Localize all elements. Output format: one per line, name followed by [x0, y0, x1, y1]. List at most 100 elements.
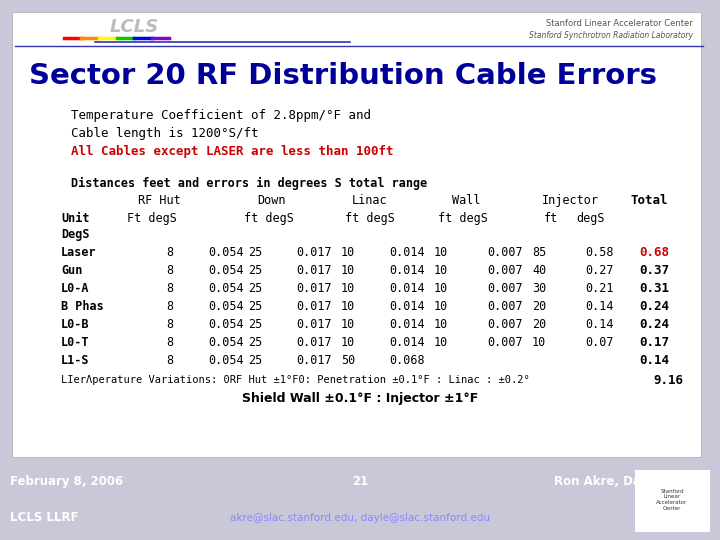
Text: 8: 8 — [166, 336, 174, 349]
Text: 0.014: 0.014 — [390, 318, 425, 331]
Text: 10: 10 — [434, 318, 448, 331]
Text: 9.16: 9.16 — [654, 374, 683, 387]
Text: 8: 8 — [166, 246, 174, 259]
Text: 0.68: 0.68 — [639, 246, 669, 259]
Text: 8: 8 — [166, 354, 174, 367]
Text: Ft degS: Ft degS — [127, 212, 177, 225]
Text: RF Hut: RF Hut — [138, 194, 181, 207]
Text: 0.21: 0.21 — [585, 282, 614, 295]
Text: 50: 50 — [341, 354, 355, 367]
Text: 10: 10 — [341, 282, 355, 295]
Text: 21: 21 — [352, 475, 368, 488]
Text: Temperature Coefficient of 2.8ppm/°F and: Temperature Coefficient of 2.8ppm/°F and — [71, 109, 371, 122]
Text: DegS: DegS — [61, 227, 89, 240]
Text: 30: 30 — [532, 282, 546, 295]
Text: 8: 8 — [166, 318, 174, 331]
Text: B Phas: B Phas — [61, 300, 104, 313]
Text: 0.27: 0.27 — [585, 264, 614, 276]
Text: 0.017: 0.017 — [297, 354, 332, 367]
Text: L0-T: L0-T — [61, 336, 89, 349]
Text: 0.054: 0.054 — [208, 318, 244, 331]
Text: 0.054: 0.054 — [208, 336, 244, 349]
Text: 0.054: 0.054 — [208, 264, 244, 276]
Text: Shield Wall ±0.1°F : Injector ±1°F: Shield Wall ±0.1°F : Injector ±1°F — [242, 392, 478, 405]
Text: 0.054: 0.054 — [208, 282, 244, 295]
Text: ft degS: ft degS — [345, 212, 395, 225]
Text: 0.017: 0.017 — [297, 300, 332, 313]
Text: 10: 10 — [434, 300, 448, 313]
Text: 0.58: 0.58 — [585, 246, 614, 259]
Text: 0.07: 0.07 — [585, 336, 614, 349]
Text: 10: 10 — [532, 336, 546, 349]
Text: 0.017: 0.017 — [297, 246, 332, 259]
Text: 20: 20 — [532, 300, 546, 313]
Text: 0.014: 0.014 — [390, 264, 425, 276]
Text: 20: 20 — [532, 318, 546, 331]
Text: 0.007: 0.007 — [487, 336, 523, 349]
Text: 10: 10 — [434, 246, 448, 259]
Text: Stanford
Linear
Accelerator
Center: Stanford Linear Accelerator Center — [657, 489, 688, 511]
Text: 0.014: 0.014 — [390, 336, 425, 349]
Text: February 8, 2006: February 8, 2006 — [10, 475, 123, 488]
Text: 10: 10 — [341, 264, 355, 276]
Text: 10: 10 — [434, 336, 448, 349]
Text: 0.37: 0.37 — [639, 264, 669, 276]
Text: 0.14: 0.14 — [639, 354, 669, 367]
Text: 0.068: 0.068 — [390, 354, 425, 367]
Text: 0.014: 0.014 — [390, 282, 425, 295]
Text: 10: 10 — [341, 318, 355, 331]
Text: 25: 25 — [248, 318, 262, 331]
Text: ft: ft — [544, 212, 558, 225]
Text: Laser: Laser — [61, 246, 96, 259]
Text: 0.017: 0.017 — [297, 318, 332, 331]
Text: 0.14: 0.14 — [585, 318, 614, 331]
Text: 0.17: 0.17 — [639, 336, 669, 349]
Text: Unit: Unit — [61, 212, 89, 225]
Text: Linac: Linac — [352, 194, 387, 207]
Text: Injector: Injector — [542, 194, 599, 207]
Text: Sector 20 RF Distribution Cable Errors: Sector 20 RF Distribution Cable Errors — [29, 62, 657, 90]
Text: 0.017: 0.017 — [297, 264, 332, 276]
Text: 0.017: 0.017 — [297, 336, 332, 349]
Text: 0.007: 0.007 — [487, 318, 523, 331]
Text: 0.007: 0.007 — [487, 282, 523, 295]
Bar — [635, 470, 710, 532]
Text: 0.014: 0.014 — [390, 300, 425, 313]
Text: 25: 25 — [248, 246, 262, 259]
Text: Total: Total — [630, 194, 668, 207]
Text: 10: 10 — [341, 336, 355, 349]
Text: ft degS: ft degS — [244, 212, 294, 225]
Text: 8: 8 — [166, 300, 174, 313]
Text: LCLS: LCLS — [110, 18, 159, 37]
Text: 0.14: 0.14 — [585, 300, 614, 313]
Text: 25: 25 — [248, 336, 262, 349]
Text: 0.24: 0.24 — [639, 300, 669, 313]
Text: Wall: Wall — [451, 194, 480, 207]
Text: 0.054: 0.054 — [208, 354, 244, 367]
Text: 10: 10 — [434, 282, 448, 295]
Text: L0-A: L0-A — [61, 282, 89, 295]
Text: LCLS LLRF: LCLS LLRF — [10, 511, 78, 524]
Text: 0.007: 0.007 — [487, 246, 523, 259]
Text: L0-B: L0-B — [61, 318, 89, 331]
Text: 0.017: 0.017 — [297, 282, 332, 295]
Text: Ron Akre, Dayle Kotturi: Ron Akre, Dayle Kotturi — [554, 475, 710, 488]
Text: Distances feet and errors in degrees S total range: Distances feet and errors in degrees S t… — [71, 177, 427, 191]
Text: 10: 10 — [341, 246, 355, 259]
Text: 25: 25 — [248, 264, 262, 276]
Text: Down: Down — [258, 194, 286, 207]
Text: akre@slac.stanford.edu, dayle@slac.stanford.edu: akre@slac.stanford.edu, dayle@slac.stanf… — [230, 513, 490, 523]
Text: 85: 85 — [532, 246, 546, 259]
Text: 0.007: 0.007 — [487, 264, 523, 276]
Text: 8: 8 — [166, 282, 174, 295]
Text: 0.24: 0.24 — [639, 318, 669, 331]
Text: Gun: Gun — [61, 264, 83, 276]
Text: ft degS: ft degS — [438, 212, 488, 225]
Text: Stanford Linear Accelerator Center: Stanford Linear Accelerator Center — [546, 19, 693, 28]
Text: 10: 10 — [341, 300, 355, 313]
Text: LIerΛperature Variations: 0RF Hut ±1°F0: Penetration ±0.1°F : Linac : ±0.2°: LIerΛperature Variations: 0RF Hut ±1°F0:… — [61, 375, 530, 386]
Text: 0.054: 0.054 — [208, 246, 244, 259]
Text: 25: 25 — [248, 282, 262, 295]
Text: Cable length is 1200°S/ft: Cable length is 1200°S/ft — [71, 127, 258, 140]
Text: 25: 25 — [248, 300, 262, 313]
